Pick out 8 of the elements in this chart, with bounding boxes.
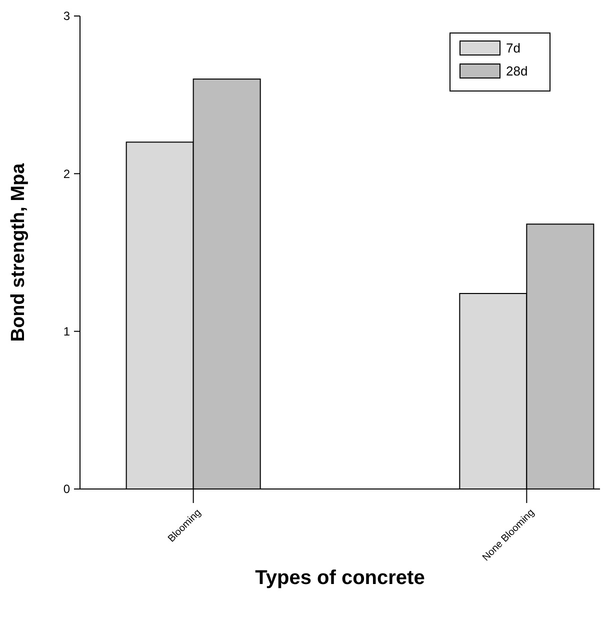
y-axis-title: Bond strength, Mpa	[8, 162, 29, 342]
legend-label: 7d	[506, 40, 520, 56]
x-axis-title: Types of concrete	[255, 567, 425, 589]
y-tick-label: 3	[63, 9, 70, 24]
y-tick-label: 1	[63, 324, 70, 339]
y-tick-label: 2	[63, 166, 70, 181]
legend-label: 28d	[506, 64, 528, 79]
y-tick-label: 0	[63, 482, 70, 496]
